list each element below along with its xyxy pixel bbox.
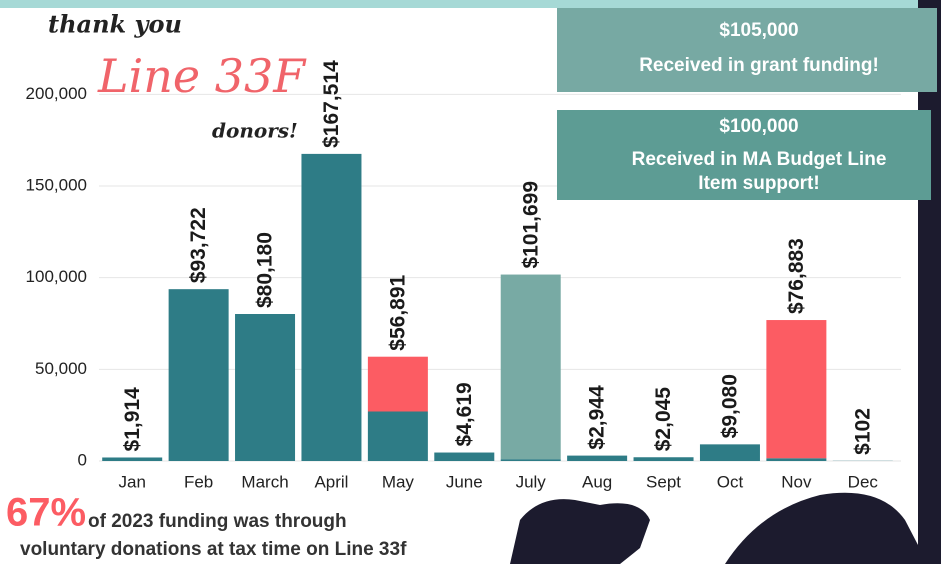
bar <box>567 456 627 461</box>
box-text: Received in grant funding! <box>639 55 879 76</box>
bar <box>634 457 694 461</box>
x-tick-label: May <box>382 472 415 491</box>
chart: 0 50,000 100,000 150,000 200,000 $1,914 Jan $93… <box>0 0 941 564</box>
bar <box>368 412 428 462</box>
value-label: $80,180 <box>254 232 277 308</box>
bar <box>434 453 494 461</box>
footer-text: of 2023 funding was through <box>88 511 347 532</box>
value-label: $9,080 <box>719 374 742 438</box>
silhouette <box>725 493 918 564</box>
donors: donors! <box>212 119 298 143</box>
top-band <box>0 0 941 8</box>
bar <box>501 459 561 461</box>
x-tick-label: Sept <box>646 472 681 491</box>
bar <box>102 457 162 461</box>
value-label: $101,699 <box>519 181 542 269</box>
x-tick-label: March <box>241 472 288 491</box>
bar <box>766 320 826 458</box>
y-tick-label: 50,000 <box>35 359 87 378</box>
value-label: $102 <box>851 408 874 455</box>
bar <box>368 357 428 412</box>
value-label: $56,891 <box>386 274 409 350</box>
x-tick-label: June <box>446 472 483 491</box>
box-text: Item support! <box>698 173 819 194</box>
footer-text: voluntary donations at tax time on Line … <box>20 539 407 560</box>
value-label: $1,914 <box>121 387 144 452</box>
bar <box>700 444 760 461</box>
value-label: $93,722 <box>187 207 210 283</box>
value-label: $167,514 <box>320 60 343 148</box>
x-tick-label: Dec <box>848 472 879 491</box>
value-label: $4,619 <box>453 382 476 446</box>
x-tick-label: Nov <box>781 472 812 491</box>
x-tick-label: Feb <box>184 472 213 491</box>
bar <box>501 275 561 460</box>
x-tick-label: April <box>314 472 348 491</box>
box-amount: $105,000 <box>719 20 798 41</box>
y-tick-label: 200,000 <box>26 84 87 103</box>
silhouette <box>510 499 650 564</box>
bar <box>235 314 295 461</box>
x-tick-label: Aug <box>582 472 612 491</box>
percent: 67% <box>6 491 86 535</box>
value-label: $76,883 <box>785 238 808 314</box>
x-tick-label: Jan <box>118 472 145 491</box>
box-amount: $100,000 <box>719 116 798 137</box>
y-tick-label: 150,000 <box>26 175 87 194</box>
bar <box>301 154 361 461</box>
thanks: thank you <box>48 10 182 39</box>
x-tick-label: July <box>516 472 547 491</box>
brand: Line 33F <box>97 49 307 103</box>
value-label: $2,944 <box>586 385 609 450</box>
y-tick-label: 0 <box>78 450 87 469</box>
bar <box>766 458 826 461</box>
y-tick-label: 100,000 <box>26 267 87 286</box>
value-label: $2,045 <box>652 387 675 452</box>
bar <box>169 289 229 461</box>
box-text: Received in MA Budget Line <box>632 149 887 170</box>
x-tick-label: Oct <box>717 472 744 491</box>
